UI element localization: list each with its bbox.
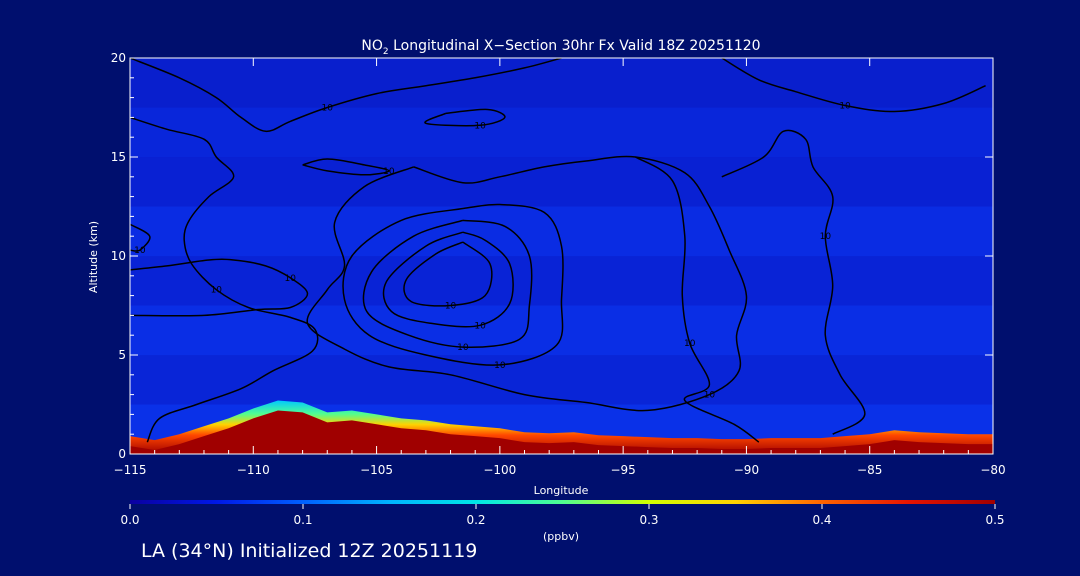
- concentration-bands: [130, 58, 993, 454]
- title-species-subscript: 2: [383, 47, 389, 57]
- concentration-band: [130, 58, 993, 108]
- contour-label: 10: [457, 343, 469, 353]
- contour-outer: [306, 155, 748, 412]
- colorbar-ticks: 0.0 0.1 0.2 0.3 0.4 0.5: [120, 504, 1005, 527]
- x-tick-label: −95: [610, 463, 635, 477]
- title-rest: Longitudinal X−Section 30hr Fx Valid 18Z…: [389, 38, 761, 54]
- colorbar-tick-label: 0.5: [985, 513, 1004, 527]
- contour-label: 10: [285, 274, 297, 284]
- contour-left-arc: [130, 116, 319, 443]
- x-axis-label: Longitude: [534, 484, 589, 497]
- colorbar-tick-label: 0.2: [466, 513, 485, 527]
- colorbar-tick-label: 0.3: [639, 513, 658, 527]
- contour-ring-3: [382, 231, 514, 328]
- concentration-band: [130, 107, 993, 158]
- colorbar-tick-label: 0.4: [812, 513, 831, 527]
- plot-area: 10 10 10 10 10 10 10 10 10 10 10 10 10 10: [130, 58, 993, 454]
- concentration-band: [130, 157, 993, 207]
- colorbar-tick-label: 0.1: [293, 513, 312, 527]
- colorbar: 0.0 0.1 0.2 0.3 0.4 0.5 (ppbv): [120, 500, 1005, 543]
- y-tick-label: 15: [111, 150, 126, 164]
- y-tick-label: 5: [118, 348, 126, 362]
- contour-label: 10: [494, 361, 506, 371]
- contour-small-oval: [424, 108, 506, 127]
- footer-initialized-text: LA (34°N) Initialized 12Z 20251119: [141, 540, 478, 562]
- contour-lines: [130, 58, 986, 443]
- contour-label: 10: [474, 121, 486, 131]
- contour-band: [302, 158, 390, 176]
- concentration-band: [130, 355, 993, 405]
- x-tick-label: −85: [857, 463, 882, 477]
- contour-ring-4: [403, 241, 493, 307]
- contour-top-left: [130, 58, 562, 133]
- y-axis-label: Altitude (km): [87, 221, 100, 293]
- contour-labels: 10 10 10 10 10 10 10 10 10 10 10 10 10 10: [134, 102, 851, 401]
- chart-title: NO2 Longitudinal X−Section 30hr Fx Valid…: [361, 38, 760, 57]
- contour-ring-2: [362, 219, 533, 348]
- x-tick-label: −100: [483, 463, 516, 477]
- contour-label: 10: [383, 167, 395, 177]
- x-axis: −115 −110 −105 −100 −95 −90 −85 −80: [114, 58, 1006, 477]
- x-tick-label: −90: [734, 463, 759, 477]
- y-tick-label: 20: [111, 51, 126, 65]
- contour-ring-1: [342, 203, 564, 366]
- x-tick-label: −115: [114, 463, 147, 477]
- contour-label: 10: [684, 339, 696, 349]
- y-axis: 0 5 10 15 20: [111, 51, 993, 461]
- contour-label: 10: [839, 102, 851, 112]
- y-tick-label: 0: [118, 447, 126, 461]
- colorbar-strip: [130, 500, 995, 504]
- contour-label: 10: [704, 391, 716, 401]
- terrain: [130, 410, 993, 454]
- contour-top-right: [721, 58, 986, 113]
- contour-mid-left: [130, 258, 309, 317]
- colorbar-unit-label: (ppbv): [543, 530, 579, 543]
- contour-label: 10: [134, 246, 146, 256]
- x-tick-label: −80: [980, 463, 1005, 477]
- contour-lower-arc: [635, 156, 760, 443]
- y-tick-label: 10: [111, 249, 126, 263]
- title-species: NO: [361, 38, 383, 54]
- colorbar-tick-label: 0.0: [120, 513, 139, 527]
- contour-right-loop: [721, 129, 866, 435]
- x-tick-label: −110: [237, 463, 270, 477]
- x-tick-label: −105: [360, 463, 393, 477]
- contour-label: 10: [211, 286, 223, 296]
- contour-label: 10: [445, 302, 457, 312]
- contour-label: 10: [474, 321, 486, 331]
- contour-label: 10: [820, 232, 832, 242]
- contour-label: 10: [322, 104, 334, 114]
- contour-inner-left: [130, 223, 151, 252]
